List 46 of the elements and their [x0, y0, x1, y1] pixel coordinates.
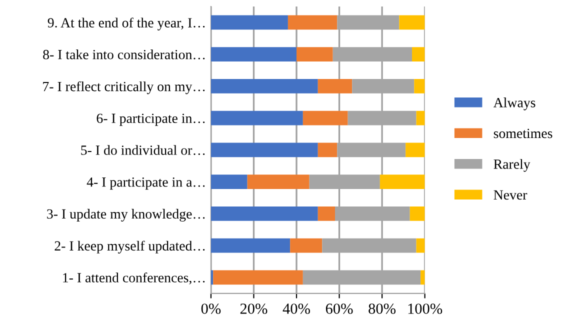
bar	[414, 79, 425, 94]
bar	[210, 206, 318, 221]
bar	[399, 15, 425, 30]
y-tick-label: 8- I take into consideration…	[43, 50, 205, 60]
y-tick-label: 7- I reflect critically on my…	[43, 81, 205, 94]
bar	[410, 206, 425, 221]
bar	[290, 238, 322, 253]
bar	[318, 142, 338, 158]
legend-label: Never	[494, 190, 528, 200]
x-tick-label: 0%	[201, 304, 221, 314]
bar	[210, 15, 288, 30]
bar	[318, 79, 352, 94]
x-tick-label: 20%	[240, 304, 268, 314]
legend-label: Rarely	[494, 159, 530, 172]
y-tick-label: 6- I participate in…	[96, 114, 205, 126]
bar	[318, 206, 336, 221]
bar	[210, 238, 290, 253]
bar	[210, 79, 318, 94]
x-tick-label: 80%	[368, 304, 396, 314]
bar	[210, 47, 297, 62]
bar	[406, 142, 425, 158]
y-tick-label: 2- I keep myself updated…	[54, 240, 205, 254]
bar	[210, 174, 248, 190]
y-tick-label: 4- I participate in a…	[86, 177, 205, 190]
bar	[380, 174, 425, 190]
bar	[247, 174, 310, 190]
bar	[416, 110, 425, 126]
y-tick-label: 9. At the end of the year, I…	[48, 18, 205, 30]
bar	[210, 270, 214, 285]
bar	[416, 238, 425, 253]
x-tick-label: 100%	[408, 304, 442, 314]
bar	[296, 47, 333, 62]
bar	[420, 270, 425, 285]
bar	[210, 142, 318, 158]
y-tick-label: 1- I attend conferences,…	[63, 272, 205, 284]
legend-label: Always	[493, 98, 536, 110]
legend-label: sometimes	[494, 128, 552, 138]
y-tick-label: 5- I do individual or…	[81, 145, 205, 155]
y-tick-label: 3- I update my knowledge…	[47, 208, 205, 222]
x-tick-label: 40%	[282, 304, 310, 314]
x-tick-label: 60%	[326, 304, 353, 314]
bar	[213, 270, 303, 285]
bar	[210, 110, 303, 126]
bar	[302, 110, 348, 126]
bar	[412, 47, 425, 62]
bar	[288, 15, 338, 30]
